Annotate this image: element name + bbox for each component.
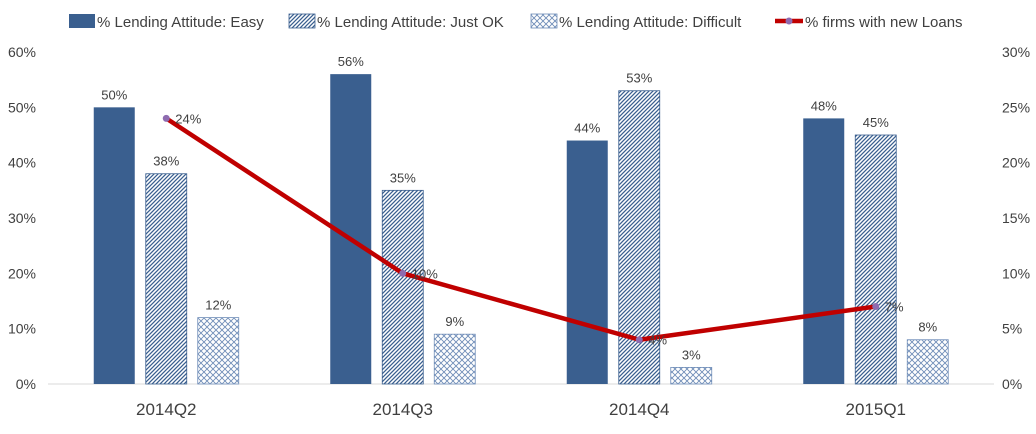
y-right-tick-label: 30% (1002, 44, 1030, 60)
line-data-label: 24% (175, 111, 201, 126)
legend-swatch (69, 14, 95, 28)
data-labels: 50% 56% 44% 48% 38% 35% 53% 45% 12% 9% 3% 8% 24% 10% 4… (101, 54, 937, 362)
bar-data-label: 3% (682, 347, 701, 362)
bar-data-label: 8% (918, 320, 937, 335)
bar (854, 134, 897, 385)
legend-item: % Lending Attitude: Easy (69, 14, 264, 31)
legend-item: % Lending Attitude: Just OK (288, 13, 504, 31)
y-left-tick-label: 30% (8, 210, 36, 226)
y-left-tick-label: 40% (8, 155, 36, 171)
bar-data-label: 53% (626, 71, 652, 86)
line-data-label: 4% (648, 333, 667, 348)
line-data-label: 10% (412, 266, 438, 281)
bar (197, 317, 240, 385)
y-right-tick-label: 10% (1002, 265, 1030, 281)
y-right-tick-label: 15% (1002, 210, 1030, 226)
legend: % Lending Attitude: Easy % Lending Attitu… (69, 13, 963, 31)
bar-data-label: 9% (445, 314, 464, 329)
legend-item: % Lending Attitude: Difficult (530, 13, 742, 31)
bar (145, 173, 188, 385)
legend-label: % Lending Attitude: Difficult (559, 14, 742, 31)
legend-swatch (288, 13, 316, 29)
bar-data-label: 50% (101, 87, 127, 102)
axes: 0% 10% 20% 30% 40% 50% 60% 0% 5% 10% 15% 20% 25% 30% 2… (8, 44, 1030, 419)
legend-label: % firms with new Loans (805, 14, 963, 31)
line-point (399, 269, 407, 277)
legend-label: % Lending Attitude: Easy (97, 14, 264, 31)
bar-data-label: 48% (811, 98, 837, 113)
line-point (162, 114, 170, 122)
bar-data-label: 38% (153, 154, 179, 169)
y-left-tick-label: 20% (8, 265, 36, 281)
legend-item: % firms with new Loans (775, 14, 963, 31)
line-data-label: 7% (885, 300, 904, 315)
x-tick-label: 2014Q2 (136, 400, 197, 419)
line-point (635, 336, 643, 344)
bar-data-label: 44% (574, 121, 600, 136)
x-tick-label: 2014Q3 (373, 400, 434, 419)
bar-data-label: 56% (338, 54, 364, 69)
y-left-tick-label: 50% (8, 99, 36, 115)
bar (93, 107, 135, 384)
bar (433, 333, 476, 385)
bar (670, 366, 713, 385)
y-right-tick-label: 5% (1002, 321, 1022, 337)
bar (381, 189, 424, 385)
y-left-tick-label: 0% (16, 376, 36, 392)
line-series (162, 114, 880, 344)
bars (93, 74, 949, 385)
y-left-tick-label: 60% (8, 44, 36, 60)
x-tick-label: 2015Q1 (846, 400, 907, 419)
bar (803, 118, 845, 385)
line-path (164, 116, 878, 342)
y-right-tick-label: 20% (1002, 155, 1030, 171)
bar-data-label: 35% (390, 170, 416, 185)
x-tick-label: 2014Q4 (609, 400, 670, 419)
y-left-tick-label: 10% (8, 321, 36, 337)
legend-marker (785, 17, 793, 25)
bar-data-label: 12% (205, 298, 231, 313)
y-right-tick-label: 0% (1002, 376, 1022, 392)
bar (906, 339, 949, 385)
legend-label: % Lending Attitude: Just OK (317, 14, 504, 31)
bar-data-label: 45% (863, 115, 889, 130)
line-point (872, 303, 880, 311)
legend-swatch (530, 13, 558, 29)
y-right-tick-label: 25% (1002, 99, 1030, 115)
bar (566, 140, 608, 384)
